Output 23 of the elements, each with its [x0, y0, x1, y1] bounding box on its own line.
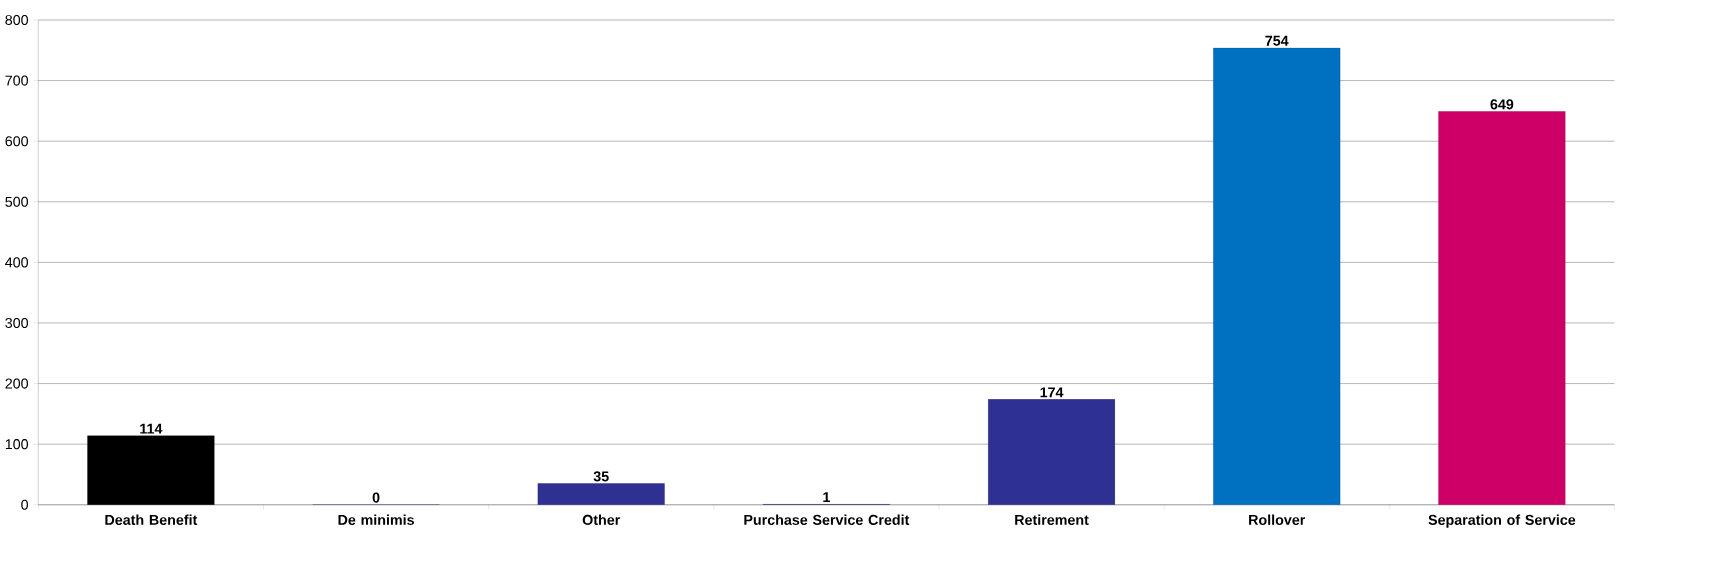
y-tick-label: 500: [5, 196, 29, 207]
data-label: 754: [1265, 35, 1289, 46]
data-label: 35: [593, 471, 609, 482]
data-label: 174: [1040, 387, 1064, 398]
x-tick-label: Purchase Service Credit: [744, 514, 910, 526]
y-tick-label: 0: [21, 499, 29, 510]
x-tick-label: Separation of Service: [1428, 514, 1576, 528]
y-tick-label: 600: [5, 136, 29, 147]
x-tick-label: Death Benefit: [105, 514, 198, 526]
y-tick-label: 800: [5, 15, 29, 26]
data-label: 649: [1490, 99, 1514, 110]
data-label: 114: [140, 423, 163, 434]
x-tick-label: Retirement: [1015, 514, 1089, 526]
x-tick-label: De minimis: [338, 514, 414, 526]
data-label: 0: [372, 492, 380, 503]
y-tick-label: 200: [5, 378, 29, 389]
data-label: 1: [823, 492, 830, 503]
y-tick-label: 100: [5, 439, 29, 450]
y-tick-label: 400: [5, 257, 29, 268]
x-tick-label: Rollover: [1249, 514, 1306, 526]
y-tick-label: 700: [5, 75, 29, 86]
x-tick-label: Other: [582, 514, 621, 526]
y-tick-label: 300: [5, 318, 29, 329]
